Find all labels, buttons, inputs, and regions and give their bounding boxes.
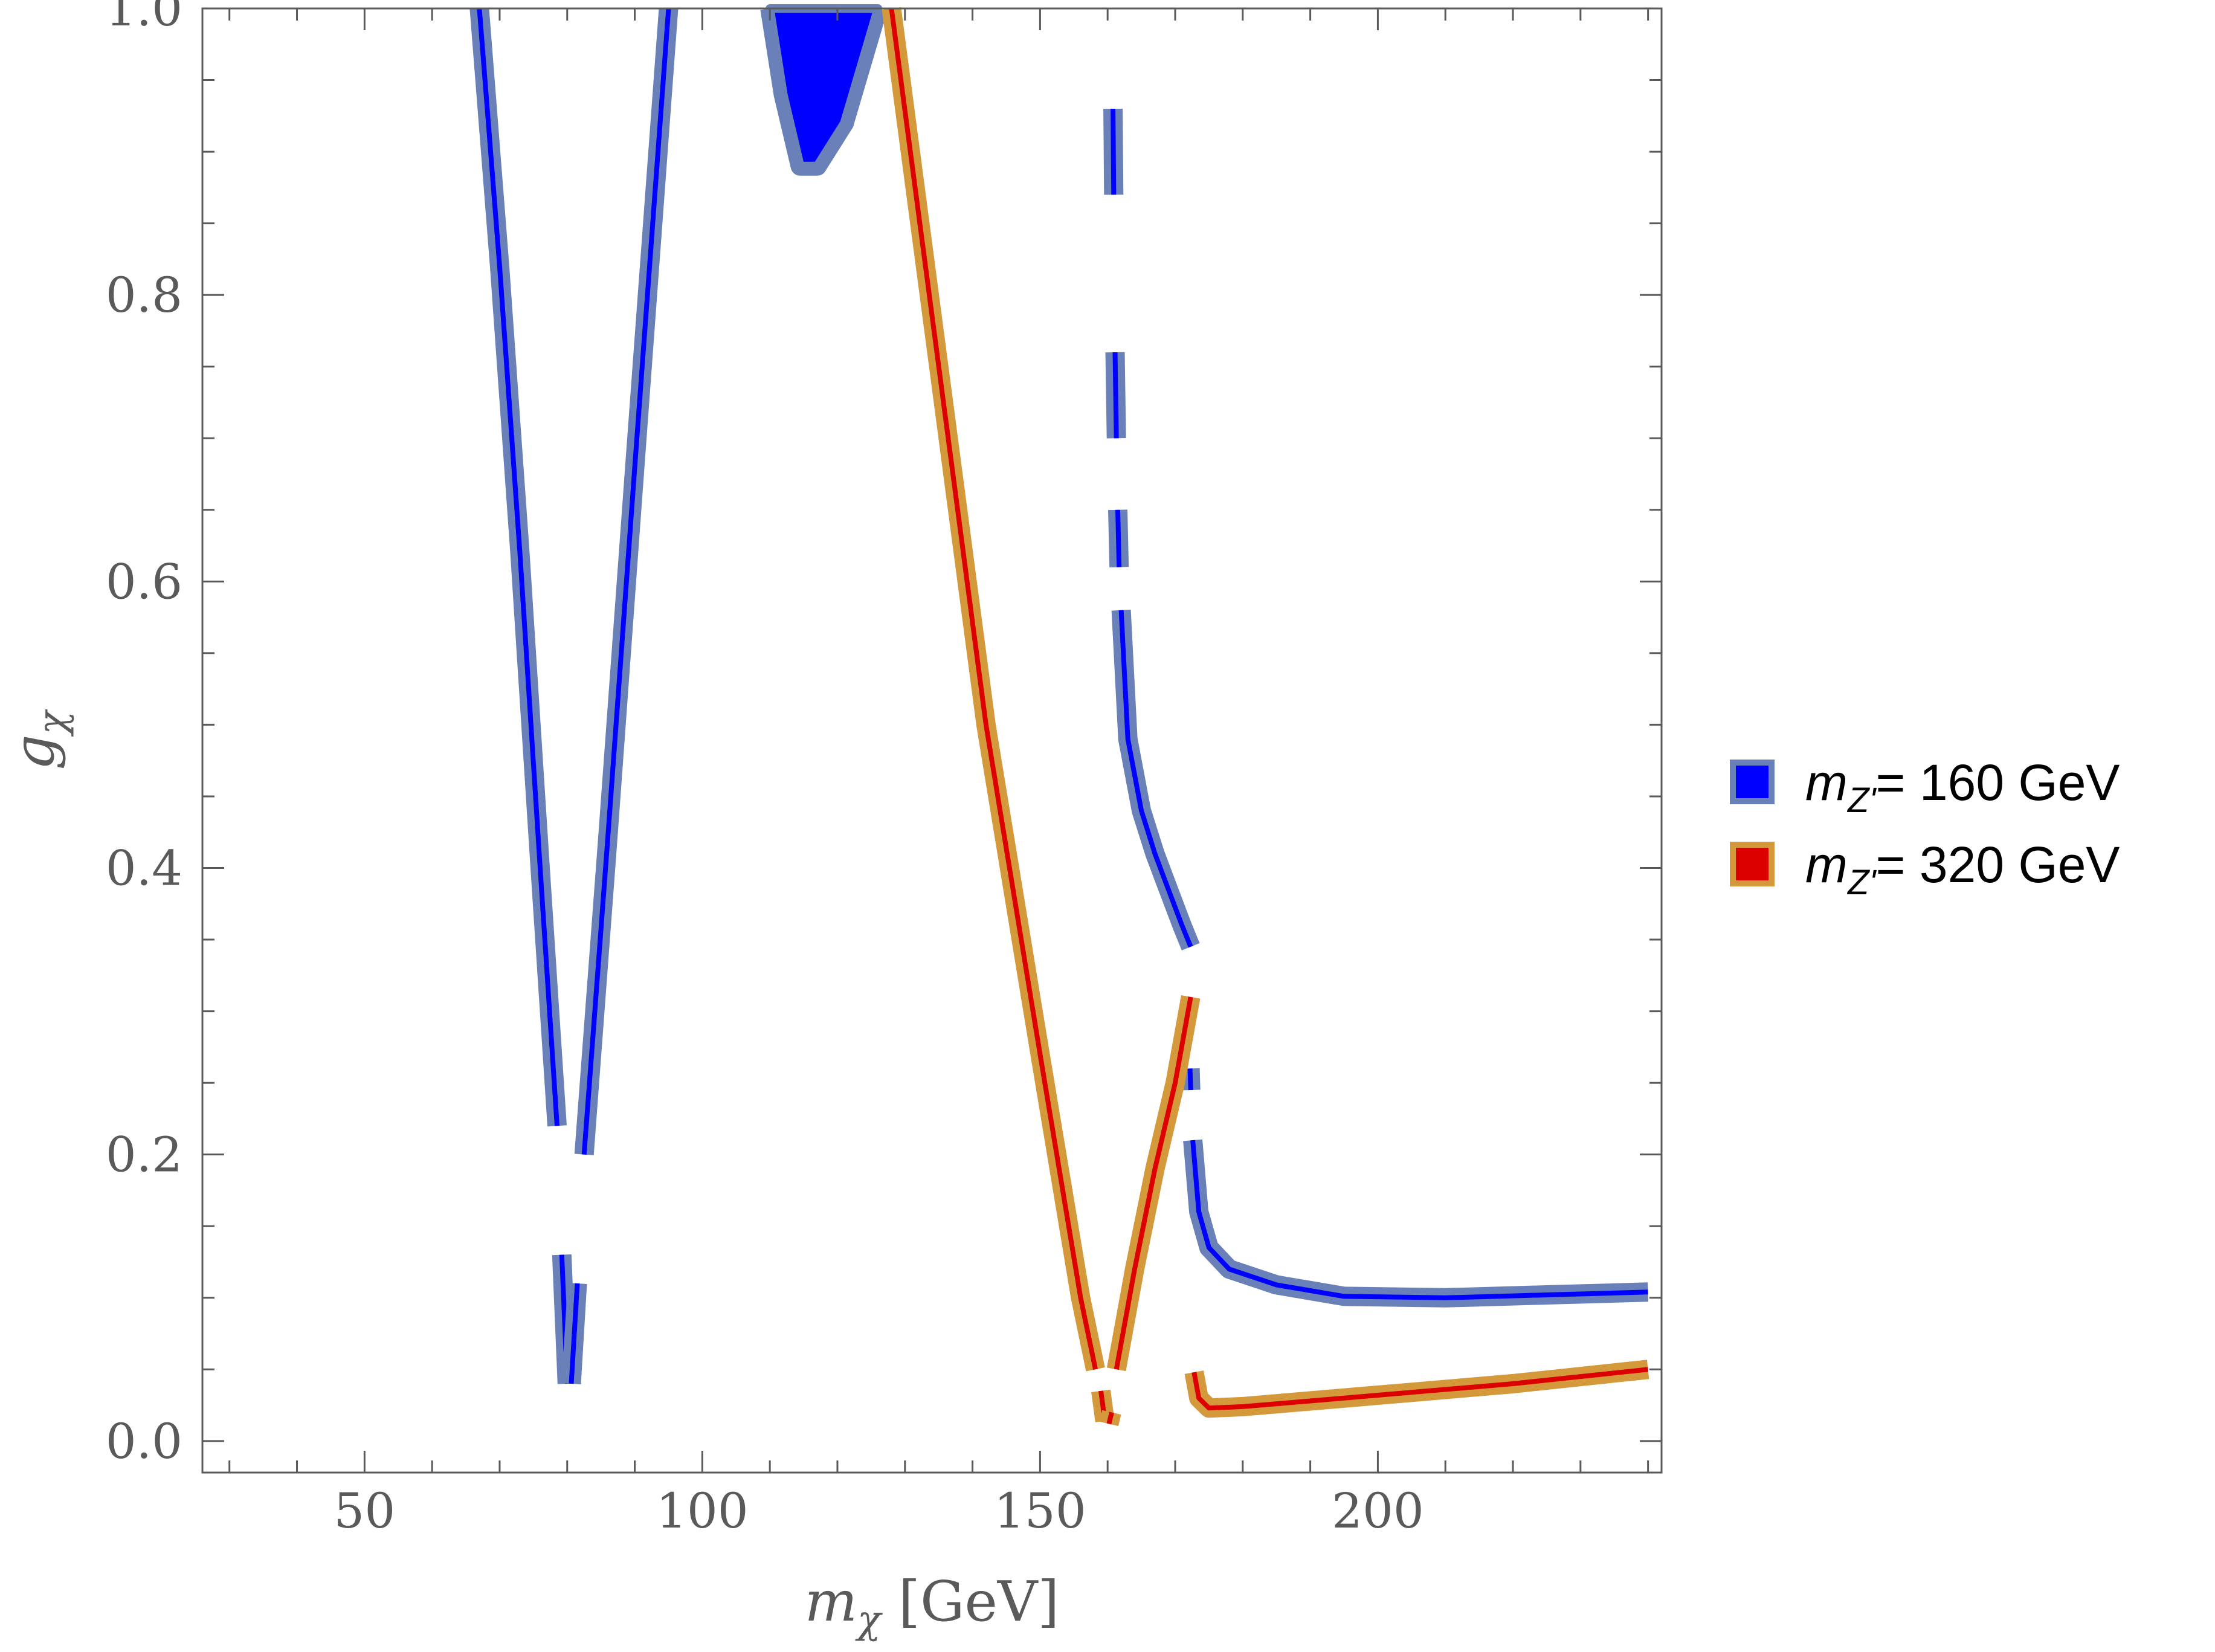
series-band — [1111, 609, 1200, 950]
axis-ticks — [202, 7, 1662, 1473]
series-line — [1190, 1140, 1648, 1300]
y-axis-subscript: χ — [30, 709, 75, 737]
plot-data-layer — [469, 4, 1649, 1427]
y-tick-label: 0.8 — [106, 267, 182, 323]
series-line — [1191, 1367, 1649, 1411]
legend-label-value: = 160 GeV — [1876, 754, 2120, 811]
x-axis-unit: [GeV] — [881, 1569, 1059, 1634]
y-tick-label: 0.4 — [106, 841, 182, 897]
series-line — [1115, 509, 1122, 567]
x-tick-labels: 50 100 150 200 — [334, 1483, 1423, 1539]
plot-frame — [201, 7, 1663, 1474]
x-tick-label: 50 — [334, 1483, 395, 1539]
series-line — [477, 8, 559, 1126]
x-tick-label: 100 — [656, 1483, 749, 1539]
series-filled-region — [770, 8, 879, 166]
legend-label-symbol: m — [1805, 836, 1848, 893]
y-tick-label: 0.6 — [106, 553, 182, 610]
series-band — [882, 7, 1105, 1372]
x-tick-label: 150 — [994, 1483, 1086, 1539]
x-axis-subscript: χ — [855, 1598, 883, 1642]
legend-item: mZ'= 160 GeV — [1730, 754, 2120, 820]
x-tick-label: 200 — [1332, 1483, 1424, 1539]
x-axis-symbol: m — [805, 1569, 857, 1634]
legend-item: mZ'= 320 GeV — [1730, 836, 2120, 902]
legend-label-subscript: Z' — [1846, 781, 1877, 820]
legend-swatch — [1730, 842, 1775, 886]
y-tick-label: 0.0 — [106, 1413, 182, 1470]
series-line — [581, 8, 671, 1155]
series-line — [1114, 996, 1193, 1370]
legend-swatch — [1730, 760, 1775, 804]
y-tick-label: 1.0 — [106, 0, 182, 37]
series-line — [1118, 610, 1193, 948]
series-line — [1106, 1412, 1114, 1425]
series-line — [1111, 108, 1117, 195]
series-line — [889, 8, 1098, 1370]
legend-label: mZ'= 160 GeV — [1805, 754, 2120, 820]
y-axis-symbol: g — [2, 734, 66, 770]
legend-label: mZ'= 320 GeV — [1805, 836, 2120, 902]
series-line — [1187, 1068, 1193, 1091]
y-tick-labels: 0.0 0.2 0.4 0.6 0.8 1.0 — [106, 0, 182, 1470]
series-line — [1112, 352, 1119, 439]
x-axis-title: mχ [GeV] — [805, 1569, 1059, 1642]
series-m-z-160-gev — [469, 5, 1649, 1384]
legend-label-symbol: m — [1805, 754, 1848, 811]
legend-label-subscript: Z' — [1846, 863, 1877, 902]
series-m-z-320-gev — [882, 7, 1649, 1427]
legend-label-value: = 320 GeV — [1876, 836, 2120, 893]
y-tick-label: 0.2 — [106, 1127, 182, 1183]
y-axis-title: gχ — [2, 709, 75, 770]
series-line — [569, 1283, 580, 1384]
series-band — [1183, 1139, 1649, 1308]
